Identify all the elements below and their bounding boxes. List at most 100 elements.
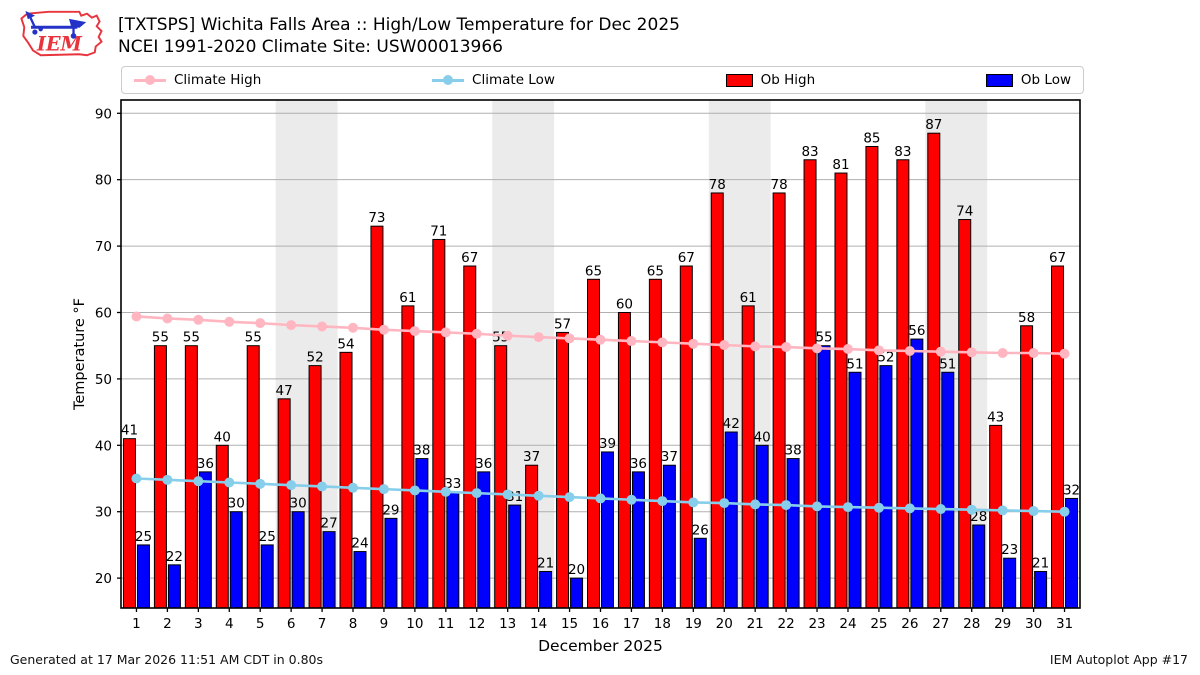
svg-text:25: 25 <box>259 529 276 545</box>
svg-text:55: 55 <box>245 330 262 346</box>
svg-text:20: 20 <box>95 571 112 587</box>
legend-item-climate-low: Climate Low <box>432 72 555 88</box>
svg-text:20: 20 <box>568 562 585 578</box>
svg-text:30: 30 <box>228 496 245 512</box>
ob-low-bars <box>136 338 1079 609</box>
svg-text:43: 43 <box>987 409 1004 425</box>
svg-text:5: 5 <box>256 616 265 632</box>
svg-text:36: 36 <box>630 456 647 472</box>
climate-low-line-swatch <box>432 75 465 85</box>
svg-text:36: 36 <box>197 456 214 472</box>
svg-text:65: 65 <box>647 263 664 279</box>
legend-label: Ob High <box>760 72 816 88</box>
svg-text:17: 17 <box>623 616 640 632</box>
svg-text:27: 27 <box>932 616 949 632</box>
svg-text:24: 24 <box>839 616 856 632</box>
svg-text:14: 14 <box>530 616 547 632</box>
svg-text:16: 16 <box>592 616 609 632</box>
svg-text:18: 18 <box>654 616 671 632</box>
svg-text:56: 56 <box>908 323 925 339</box>
legend-label: Climate Low <box>472 72 555 88</box>
svg-text:40: 40 <box>754 429 771 445</box>
svg-text:70: 70 <box>95 239 112 255</box>
svg-text:32: 32 <box>1063 482 1080 498</box>
svg-text:1: 1 <box>132 616 141 632</box>
svg-text:29: 29 <box>994 616 1011 632</box>
svg-text:11: 11 <box>437 616 454 632</box>
svg-text:19: 19 <box>685 616 702 632</box>
svg-text:74: 74 <box>956 204 973 220</box>
svg-text:8: 8 <box>349 616 358 632</box>
logo-text: IEM <box>36 32 83 55</box>
svg-text:47: 47 <box>276 383 293 399</box>
chart-legend: Climate High Climate Low Ob High Ob Low <box>121 66 1084 94</box>
ob-high-patch-swatch <box>725 73 753 87</box>
svg-text:39: 39 <box>599 436 616 452</box>
svg-text:67: 67 <box>461 250 478 266</box>
svg-text:51: 51 <box>846 356 863 372</box>
svg-text:37: 37 <box>661 449 678 465</box>
svg-text:55: 55 <box>152 330 169 346</box>
svg-text:31: 31 <box>1056 616 1073 632</box>
svg-text:21: 21 <box>537 555 554 571</box>
bar-value-labels: 4125552255364030552547305227542473296138… <box>121 117 1080 578</box>
svg-text:3: 3 <box>194 616 203 632</box>
svg-text:83: 83 <box>894 144 911 160</box>
svg-text:26: 26 <box>692 522 709 538</box>
svg-text:54: 54 <box>337 336 354 352</box>
svg-text:87: 87 <box>925 117 942 133</box>
svg-text:41: 41 <box>121 423 138 439</box>
svg-text:36: 36 <box>475 456 492 472</box>
weathervane-icon <box>25 10 87 39</box>
svg-text:40: 40 <box>214 429 231 445</box>
legend-item-ob-low: Ob Low <box>985 72 1071 88</box>
legend-label: Climate High <box>174 72 262 88</box>
svg-text:30: 30 <box>290 496 307 512</box>
svg-text:73: 73 <box>368 210 385 226</box>
svg-text:55: 55 <box>183 330 200 346</box>
x-axis: 1 2 3 4 5 6 7 8 9 10 11 12 13 14 15 16 17 18 19 20 21 22 23 24 2… <box>132 608 1073 655</box>
svg-text:12: 12 <box>468 616 485 632</box>
svg-text:28: 28 <box>963 616 980 632</box>
svg-text:57: 57 <box>554 316 571 332</box>
svg-text:21: 21 <box>1032 555 1049 571</box>
svg-text:85: 85 <box>863 130 880 146</box>
svg-text:38: 38 <box>785 443 802 459</box>
svg-text:67: 67 <box>678 250 695 266</box>
app-reference: IEM Autoplot App #17 <box>1049 652 1188 667</box>
svg-text:80: 80 <box>95 173 112 189</box>
svg-text:58: 58 <box>1018 310 1035 326</box>
svg-text:29: 29 <box>382 502 399 518</box>
svg-text:83: 83 <box>801 144 818 160</box>
svg-text:22: 22 <box>778 616 795 632</box>
svg-text:24: 24 <box>351 536 368 552</box>
svg-text:30: 30 <box>1025 616 1042 632</box>
svg-text:37: 37 <box>523 449 540 465</box>
generated-timestamp: Generated at 17 Mar 2026 11:51 AM CDT in… <box>10 652 324 667</box>
svg-text:61: 61 <box>399 290 416 306</box>
svg-text:4: 4 <box>225 616 234 632</box>
svg-text:67: 67 <box>1049 250 1066 266</box>
ob-high-bars <box>122 132 1065 609</box>
svg-text:December 2025: December 2025 <box>538 637 663 655</box>
svg-text:13: 13 <box>499 616 516 632</box>
svg-text:78: 78 <box>771 177 788 193</box>
svg-text:10: 10 <box>406 616 423 632</box>
svg-text:22: 22 <box>166 549 183 565</box>
legend-item-climate-high: Climate High <box>134 72 261 88</box>
svg-text:23: 23 <box>808 616 825 632</box>
ob-low-patch-swatch <box>985 73 1013 87</box>
climate-high-line-swatch <box>134 75 166 85</box>
svg-text:15: 15 <box>561 616 578 632</box>
chart-title: [TXTSPS] Wichita Falls Area :: High/Low … <box>118 15 680 35</box>
climate-low-line <box>131 473 1070 517</box>
svg-text:40: 40 <box>95 438 112 454</box>
svg-text:38: 38 <box>413 443 430 459</box>
svg-text:Temperature °F: Temperature °F <box>72 298 88 411</box>
svg-text:60: 60 <box>616 296 633 312</box>
svg-text:55: 55 <box>815 330 832 346</box>
climate-high-line <box>131 311 1070 359</box>
svg-text:21: 21 <box>747 616 764 632</box>
